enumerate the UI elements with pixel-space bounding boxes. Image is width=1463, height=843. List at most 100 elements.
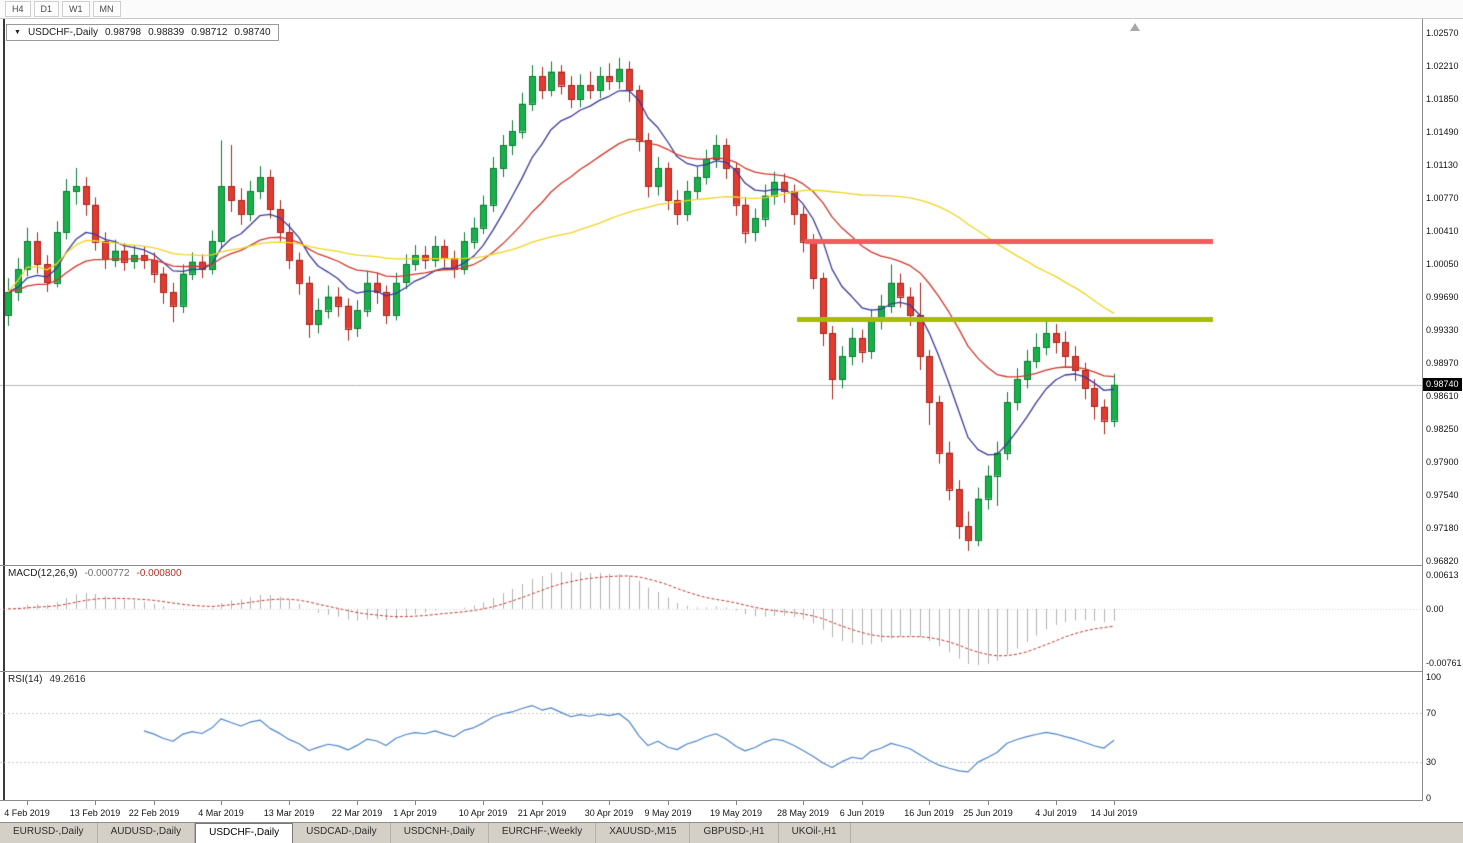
timeframe-button-mn[interactable]: MN (92, 1, 121, 17)
chart-window: ▼ USDCHF-,Daily 0.98798 0.98839 0.98712 … (0, 19, 1463, 822)
rsi-indicator-canvas[interactable] (0, 672, 1422, 800)
price-scale-label: 0.97900 (1426, 457, 1459, 467)
price-scale[interactable]: 1.02570 1.02210 1.01850 1.01490 1.01130 1.007… (1423, 19, 1463, 803)
chart-title-box[interactable]: ▼ USDCHF-,Daily 0.98798 0.98839 0.98712 … (6, 24, 279, 41)
tab-usdcad-daily[interactable]: USDCAD-,Daily (293, 823, 391, 843)
time-tick (289, 801, 290, 805)
time-tick (929, 801, 930, 805)
chart-title: USDCHF-,Daily (27, 27, 98, 38)
time-label: 21 Apr 2019 (517, 808, 567, 818)
price-scale-label: 0.98250 (1426, 424, 1459, 434)
price-scale-label: 0.98610 (1426, 391, 1459, 401)
price-scale-label: 0.99690 (1426, 292, 1459, 302)
time-label: 4 Jul 2019 (1035, 808, 1077, 818)
time-label: 9 May 2019 (644, 808, 692, 818)
time-tick (357, 801, 358, 805)
time-label: 10 Apr 2019 (458, 808, 508, 818)
time-label: 6 Jun 2019 (839, 808, 885, 818)
time-tick (415, 801, 416, 805)
price-chart-canvas[interactable] (0, 19, 1422, 565)
rsi-value: 49.2616 (49, 674, 86, 685)
ohlc-high: 0.98839 (148, 27, 185, 38)
pane-divider[interactable] (0, 671, 1463, 672)
timeframe-toolbar: H4 D1 W1 MN (0, 0, 1463, 19)
macd-main-value: -0.000772 (84, 568, 130, 579)
time-tick (736, 801, 737, 805)
time-label: 13 Feb 2019 (69, 808, 121, 818)
tab-usdchf-daily[interactable]: USDCHF-,Daily (195, 823, 294, 843)
rsi-scale-label: 0 (1426, 793, 1432, 803)
time-tick (483, 801, 484, 805)
time-tick (1114, 801, 1115, 805)
time-label: 14 Jul 2019 (1090, 808, 1138, 818)
time-label: 22 Mar 2019 (331, 808, 383, 818)
price-scale-label: 1.01490 (1426, 127, 1459, 137)
macd-label: MACD(12,26,9) (8, 568, 78, 579)
time-label: 19 May 2019 (709, 808, 763, 818)
rsi-label: RSI(14) (8, 674, 43, 685)
tab-xauusd-m15[interactable]: XAUUSD-,M15 (596, 823, 691, 843)
price-scale-label: 0.99330 (1426, 325, 1459, 335)
time-label: 13 Mar 2019 (263, 808, 315, 818)
scale-divider (1422, 19, 1423, 801)
time-tick (154, 801, 155, 805)
ohlc-low: 0.98712 (191, 27, 228, 38)
time-tick (803, 801, 804, 805)
price-scale-label: 1.00410 (1426, 226, 1459, 236)
timeframe-button-w1[interactable]: W1 (62, 1, 90, 17)
pane-divider (0, 800, 1463, 801)
price-scale-label: 1.01130 (1426, 160, 1458, 170)
rsi-scale-label: 70 (1426, 708, 1437, 719)
price-scale-label: 0.97540 (1426, 490, 1459, 500)
price-scale-label: 1.00050 (1426, 259, 1459, 269)
time-axis[interactable]: 4 Feb 2019 13 Feb 2019 22 Feb 2019 4 Mar 20… (0, 801, 1422, 822)
tab-audusd-daily[interactable]: AUDUSD-,Daily (98, 823, 196, 843)
pane-divider[interactable] (0, 565, 1463, 566)
time-tick (221, 801, 222, 805)
chart-shift-marker-icon[interactable] (1130, 23, 1140, 31)
time-label: 25 Jun 2019 (963, 808, 1013, 818)
price-scale-label: 1.02570 (1426, 28, 1459, 38)
ohlc-close: 0.98740 (234, 27, 271, 38)
tab-eurchf-weekly[interactable]: EURCHF-,Weekly (489, 823, 597, 843)
timeframe-button-h4[interactable]: H4 (5, 1, 31, 17)
time-tick (1056, 801, 1057, 805)
time-label: 16 Jun 2019 (904, 808, 954, 818)
macd-scale-label: -0.00761 (1426, 658, 1462, 668)
time-tick (862, 801, 863, 805)
time-tick (668, 801, 669, 805)
time-tick (609, 801, 610, 805)
time-label: 28 May 2019 (776, 808, 830, 818)
time-tick (95, 801, 96, 805)
rsi-scale-label: 30 (1426, 756, 1437, 767)
collapse-arrow-icon[interactable]: ▼ (14, 29, 21, 36)
timeframe-button-d1[interactable]: D1 (33, 1, 60, 17)
current-price-badge: 0.98740 (1423, 378, 1462, 391)
ohlc-open: 0.98798 (104, 27, 142, 38)
rsi-scale-label: 100 (1426, 672, 1442, 682)
tab-usdcnh-daily[interactable]: USDCNH-,Daily (391, 823, 489, 843)
chart-left-border (3, 19, 5, 822)
price-scale-label: 0.96820 (1426, 556, 1459, 566)
time-label: 4 Mar 2019 (198, 808, 244, 818)
macd-scale-label: 0.00 (1426, 603, 1444, 614)
time-tick (27, 801, 28, 805)
tab-eurusd-daily[interactable]: EURUSD-,Daily (0, 823, 98, 843)
price-scale-label: 1.00770 (1426, 193, 1459, 203)
macd-header: MACD(12,26,9) -0.000772 -0.000800 (8, 568, 182, 579)
tab-gbpusd-h1[interactable]: GBPUSD-,H1 (690, 823, 779, 843)
time-label: 30 Apr 2019 (584, 808, 634, 818)
time-label: 22 Feb 2019 (128, 808, 180, 818)
price-scale-label: 0.97180 (1426, 523, 1459, 533)
macd-scale-label: 0.00613 (1426, 570, 1459, 580)
price-scale-label: 0.98970 (1426, 358, 1459, 368)
time-tick (988, 801, 989, 805)
macd-signal-value: -0.000800 (136, 568, 182, 579)
tab-ukoil-h1[interactable]: UKOil-,H1 (779, 823, 851, 843)
time-label: 4 Feb 2019 (4, 808, 50, 818)
price-scale-label: 1.01850 (1426, 94, 1459, 104)
macd-indicator-canvas[interactable] (0, 566, 1422, 671)
time-tick (542, 801, 543, 805)
rsi-header: RSI(14) 49.2616 (8, 674, 86, 685)
